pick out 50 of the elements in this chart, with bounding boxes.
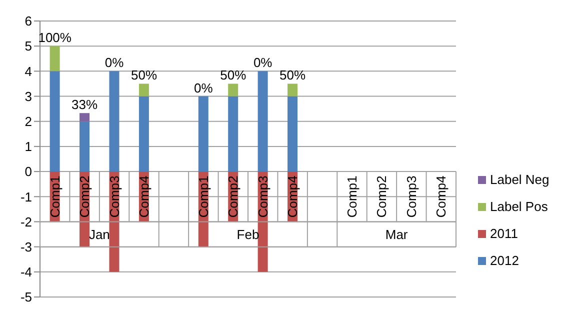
x-tick-label: Comp2 [374,176,390,218]
y-tick-label: 6 [24,14,32,29]
data-label: 50% [280,68,306,83]
x-tick-label: Comp4 [434,176,449,218]
bar [50,71,60,172]
data-label: 100% [38,30,72,46]
x-tick-label: Comp1 [196,176,211,218]
y-tick-label: -5 [20,290,32,305]
bar [109,71,120,172]
bar [138,84,149,96]
bar [80,121,90,172]
data-label: 0% [194,80,214,96]
y-tick-label: 1 [24,139,32,154]
bar [288,96,298,172]
legend-label: Label Neg [490,172,550,187]
y-tick-label: -4 [20,264,32,280]
y-tick-label: 4 [24,64,32,79]
bar [288,84,298,96]
bar [50,46,60,72]
data-label: 50% [130,68,158,83]
data-label: 33% [72,97,98,112]
x-tick-label: Comp3 [106,176,122,218]
x-tick-label: Comp2 [77,176,92,218]
bar [228,84,238,96]
data-label: 0% [104,55,124,70]
data-label: 0% [253,55,273,70]
y-tick-label: 0 [24,164,32,180]
y-tick-label: -3 [20,239,32,254]
legend-label: Label Pos [490,199,548,214]
legend-label: 2012 [490,253,519,268]
x-tick-label: Comp1 [344,176,360,218]
x-tick-label: Comp3 [404,176,419,218]
y-tick-label: -1 [20,189,32,204]
legend-label: 2011 [490,226,518,241]
data-label: 50% [220,68,247,83]
x-tick-label: Comp3 [255,176,270,218]
bar [198,96,208,172]
x-tick-label: Comp4 [136,176,152,218]
bar [258,71,268,172]
y-tick-label: 5 [24,38,32,54]
y-tick-label: -2 [20,214,32,230]
bar [228,96,238,172]
x-tick-label: Comp1 [47,176,62,218]
x-tick-label: Comp4 [285,176,300,218]
bar [138,96,149,172]
bar [80,113,90,122]
annotation: Mar [385,226,408,242]
y-tick-label: 2 [24,114,32,129]
x-tick-label: Comp2 [226,176,241,218]
y-tick-label: 3 [24,88,32,104]
